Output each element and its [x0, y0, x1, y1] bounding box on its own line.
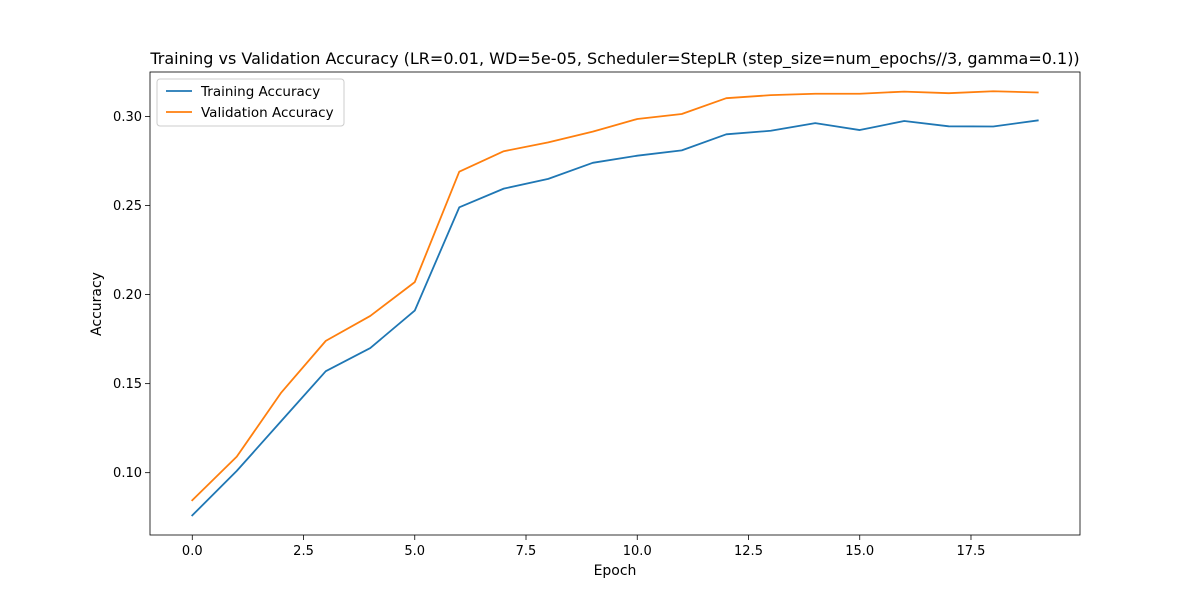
legend-entry-label: Validation Accuracy: [201, 105, 334, 121]
plot-area: [149, 71, 1081, 536]
x-tick-label: 17.5: [957, 544, 986, 559]
x-tick-label: 15.0: [845, 544, 874, 559]
x-tick-label: 12.5: [734, 544, 763, 559]
x-tick-label: 0.0: [182, 544, 203, 559]
legend: Training Accuracy Validation Accuracy: [156, 78, 345, 127]
y-tick-label: 0.15: [113, 377, 142, 392]
y-axis-label: Accuracy: [89, 272, 105, 336]
y-tick-label: 0.25: [113, 199, 142, 214]
y-tick-label: 0.10: [113, 466, 142, 481]
legend-entry-label: Training Accuracy: [200, 84, 320, 100]
x-axis-label: Epoch: [594, 563, 637, 579]
series-layer: [190, 90, 1039, 517]
x-tick-label: 2.5: [293, 544, 314, 559]
x-axis-ticks: 0.0 2.5 5.0 7.5 10.0 12.5 15.0 17.5: [182, 535, 986, 559]
plot-frame: [149, 71, 1081, 536]
training-accuracy-line: [190, 119, 1039, 517]
validation-accuracy-line: [190, 90, 1039, 502]
x-tick-label: 5.0: [404, 544, 425, 559]
y-axis-ticks: 0.10 0.15 0.20 0.25 0.30: [113, 110, 150, 481]
y-tick-label: 0.30: [113, 110, 142, 125]
chart-title: Training vs Validation Accuracy (LR=0.01…: [149, 49, 1079, 69]
legend-box: [156, 78, 345, 127]
y-tick-label: 0.20: [113, 288, 142, 303]
x-tick-label: 7.5: [516, 544, 537, 559]
x-tick-label: 10.0: [623, 544, 652, 559]
